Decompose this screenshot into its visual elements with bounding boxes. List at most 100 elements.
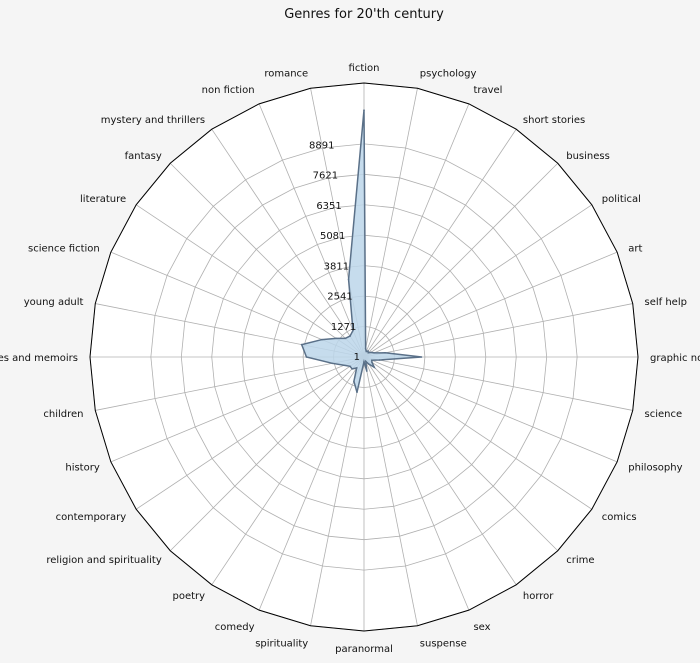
- grid-spoke: [363, 251, 618, 358]
- data-point: [364, 347, 367, 350]
- grid-spoke: [363, 303, 633, 358]
- grid-spoke: [363, 356, 593, 510]
- radial-tick-label: 3811: [324, 261, 349, 272]
- category-label: mystery and thrillers: [101, 115, 205, 126]
- data-point: [363, 360, 365, 363]
- radial-tick-label: 7621: [313, 171, 338, 182]
- grid-spoke: [169, 356, 365, 552]
- data-point: [373, 352, 375, 354]
- category-label: comedy: [215, 622, 255, 633]
- category-label: fiction: [349, 63, 380, 74]
- data-point: [373, 366, 375, 368]
- grid-spoke: [363, 356, 618, 463]
- category-label: psychology: [420, 68, 477, 79]
- category-label: science: [645, 409, 683, 420]
- category-label: literature: [80, 194, 126, 205]
- category-label: fantasy: [125, 151, 162, 162]
- data-point: [356, 391, 358, 394]
- grid-spoke: [211, 356, 365, 586]
- data-point: [352, 329, 354, 332]
- data-point: [371, 361, 373, 364]
- category-label: suspense: [420, 639, 467, 650]
- data-point: [365, 360, 367, 363]
- grid-spoke: [363, 356, 559, 552]
- grid-spoke: [310, 356, 365, 626]
- data-point: [344, 337, 347, 340]
- category-label: spirituality: [255, 639, 308, 650]
- data-point: [305, 356, 308, 358]
- data-point: [351, 368, 353, 370]
- grid-spoke: [363, 103, 470, 358]
- category-label: art: [628, 244, 642, 255]
- grid-spoke: [363, 204, 593, 358]
- grid-spoke: [363, 356, 633, 411]
- data-point: [355, 367, 358, 369]
- category-label: graphic novels: [650, 353, 700, 364]
- data-point: [335, 337, 337, 340]
- data-point: [343, 364, 345, 367]
- radial-tick-label: 1271: [331, 322, 356, 333]
- category-label: science fiction: [28, 244, 100, 255]
- category-label: self help: [645, 297, 687, 308]
- plot-frame: [89, 82, 639, 632]
- category-label: young adult: [24, 297, 84, 308]
- data-point: [347, 278, 350, 281]
- grid-spoke: [363, 128, 517, 358]
- radial-tick-label: 2541: [327, 292, 352, 303]
- grid-spoke: [363, 356, 470, 611]
- grid-spoke: [95, 356, 365, 411]
- data-point: [321, 338, 323, 341]
- data-point: [349, 335, 351, 337]
- category-label: children: [43, 409, 83, 420]
- category-label: poetry: [173, 591, 206, 602]
- grid-spoke: [258, 356, 365, 611]
- category-label: romance: [264, 68, 308, 79]
- data-point: [370, 359, 373, 362]
- category-label: comics: [602, 512, 637, 523]
- data-point: [300, 343, 303, 346]
- category-label: travel: [473, 85, 502, 96]
- category-label: crime: [566, 555, 594, 566]
- category-label: biographies and memoirs: [0, 353, 78, 364]
- grid-spoke: [135, 356, 365, 510]
- grid-spoke: [363, 162, 559, 358]
- data-point: [370, 351, 372, 354]
- plot-area: 1 1271 2541 3811 5081 6351 7621 8891 fiction psyc…: [0, 63, 700, 655]
- grid-spoke: [211, 128, 365, 358]
- data-point: [331, 362, 334, 365]
- data-point: [367, 350, 369, 352]
- data-point: [367, 363, 370, 365]
- data-point: [363, 109, 365, 111]
- data-point: [365, 350, 368, 353]
- data-point: [378, 359, 381, 361]
- data-point: [366, 370, 368, 372]
- category-label: contemporary: [56, 512, 127, 523]
- category-label: sex: [473, 622, 490, 633]
- data-point: [349, 365, 351, 368]
- grid-spoke: [169, 162, 365, 358]
- category-label: business: [566, 151, 610, 162]
- chart-title: Genres for 20'th century: [284, 7, 444, 22]
- data-point: [353, 380, 355, 383]
- radial-tick-label: 6351: [316, 201, 341, 212]
- data-point: [420, 356, 423, 358]
- category-label: horror: [523, 591, 554, 602]
- category-label: religion and spirituality: [46, 555, 161, 566]
- grid-spoke: [258, 103, 365, 358]
- grid-spoke: [363, 88, 418, 358]
- category-label: philosophy: [628, 462, 682, 473]
- radial-tick-label: 8891: [309, 140, 334, 151]
- data-point: [384, 351, 386, 354]
- category-label: short stories: [523, 115, 585, 126]
- category-label: paranormal: [335, 644, 393, 655]
- category-label: non fiction: [202, 85, 255, 96]
- grid-spoke: [110, 356, 365, 463]
- grid-spoke: [363, 356, 418, 626]
- grid-spoke: [135, 204, 365, 358]
- grid-spoke: [363, 356, 517, 586]
- radial-tick-label: 5081: [320, 231, 345, 242]
- category-label: history: [65, 462, 99, 473]
- data-point: [367, 351, 370, 354]
- radial-tick-label: 1: [354, 352, 360, 363]
